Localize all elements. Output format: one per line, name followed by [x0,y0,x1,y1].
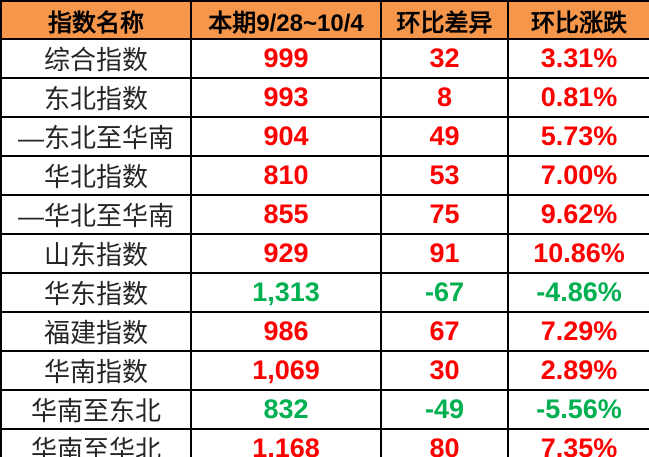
index-name-cell: 华南至东北 [0,389,192,430]
index-name-cell: 综合指数 [0,38,192,79]
current-value-cell: 929 [190,233,382,274]
current-value-cell: 855 [190,194,382,235]
table-row: 华北指数 810 53 7.00% [0,155,649,196]
table-row: 东北指数 993 8 0.81% [0,77,649,118]
index-name-cell: 山东指数 [0,233,192,274]
diff-value-cell: 30 [380,350,509,391]
table-row: 华南指数 1,069 30 2.89% [0,350,649,391]
diff-value-cell: 91 [380,233,509,274]
table-row: 综合指数 999 32 3.31% [0,38,649,79]
diff-value-cell: 67 [380,311,509,352]
current-value-cell: 999 [190,38,382,79]
table-row: 福建指数 986 67 7.29% [0,311,649,352]
change-value-cell: 10.86% [507,233,649,274]
header-mom-change: 环比涨跌 [507,0,649,40]
index-name-cell: —华北至华南 [0,194,192,235]
index-name-cell: 华北指数 [0,155,192,196]
current-value-cell: 904 [190,116,382,157]
index-name-cell: —东北至华南 [0,116,192,157]
table-row: —东北至华南 904 49 5.73% [0,116,649,157]
diff-value-cell: 32 [380,38,509,79]
current-value-cell: 993 [190,77,382,118]
header-index-name: 指数名称 [0,0,192,40]
current-value-cell: 1,168 [190,428,382,457]
change-value-cell: -5.56% [507,389,649,430]
change-value-cell: 7.00% [507,155,649,196]
change-value-cell: 0.81% [507,77,649,118]
diff-value-cell: 8 [380,77,509,118]
index-name-cell: 福建指数 [0,311,192,352]
diff-value-cell: -67 [380,272,509,313]
table-row: 华东指数 1,313 -67 -4.86% [0,272,649,313]
index-name-cell: 华南至华北 [0,428,192,457]
table-row: 华南至东北 832 -49 -5.56% [0,389,649,430]
diff-value-cell: 49 [380,116,509,157]
header-mom-difference: 环比差异 [380,0,509,40]
index-name-cell: 东北指数 [0,77,192,118]
change-value-cell: 7.29% [507,311,649,352]
current-value-cell: 986 [190,311,382,352]
change-value-cell: -4.86% [507,272,649,313]
current-value-cell: 810 [190,155,382,196]
change-value-cell: 9.62% [507,194,649,235]
change-value-cell: 5.73% [507,116,649,157]
table-row: —华北至华南 855 75 9.62% [0,194,649,235]
diff-value-cell: -49 [380,389,509,430]
diff-value-cell: 53 [380,155,509,196]
table-row: 山东指数 929 91 10.86% [0,233,649,274]
change-value-cell: 3.31% [507,38,649,79]
index-name-cell: 华南指数 [0,350,192,391]
diff-value-cell: 80 [380,428,509,457]
current-value-cell: 832 [190,389,382,430]
current-value-cell: 1,313 [190,272,382,313]
current-value-cell: 1,069 [190,350,382,391]
diff-value-cell: 75 [380,194,509,235]
change-value-cell: 7.35% [507,428,649,457]
header-row: 指数名称 本期9/28~10/4 环比差异 环比涨跌 [0,0,649,40]
table-row: 华南至华北 1,168 80 7.35% [0,428,649,457]
header-current-period: 本期9/28~10/4 [190,0,382,40]
index-name-cell: 华东指数 [0,272,192,313]
change-value-cell: 2.89% [507,350,649,391]
